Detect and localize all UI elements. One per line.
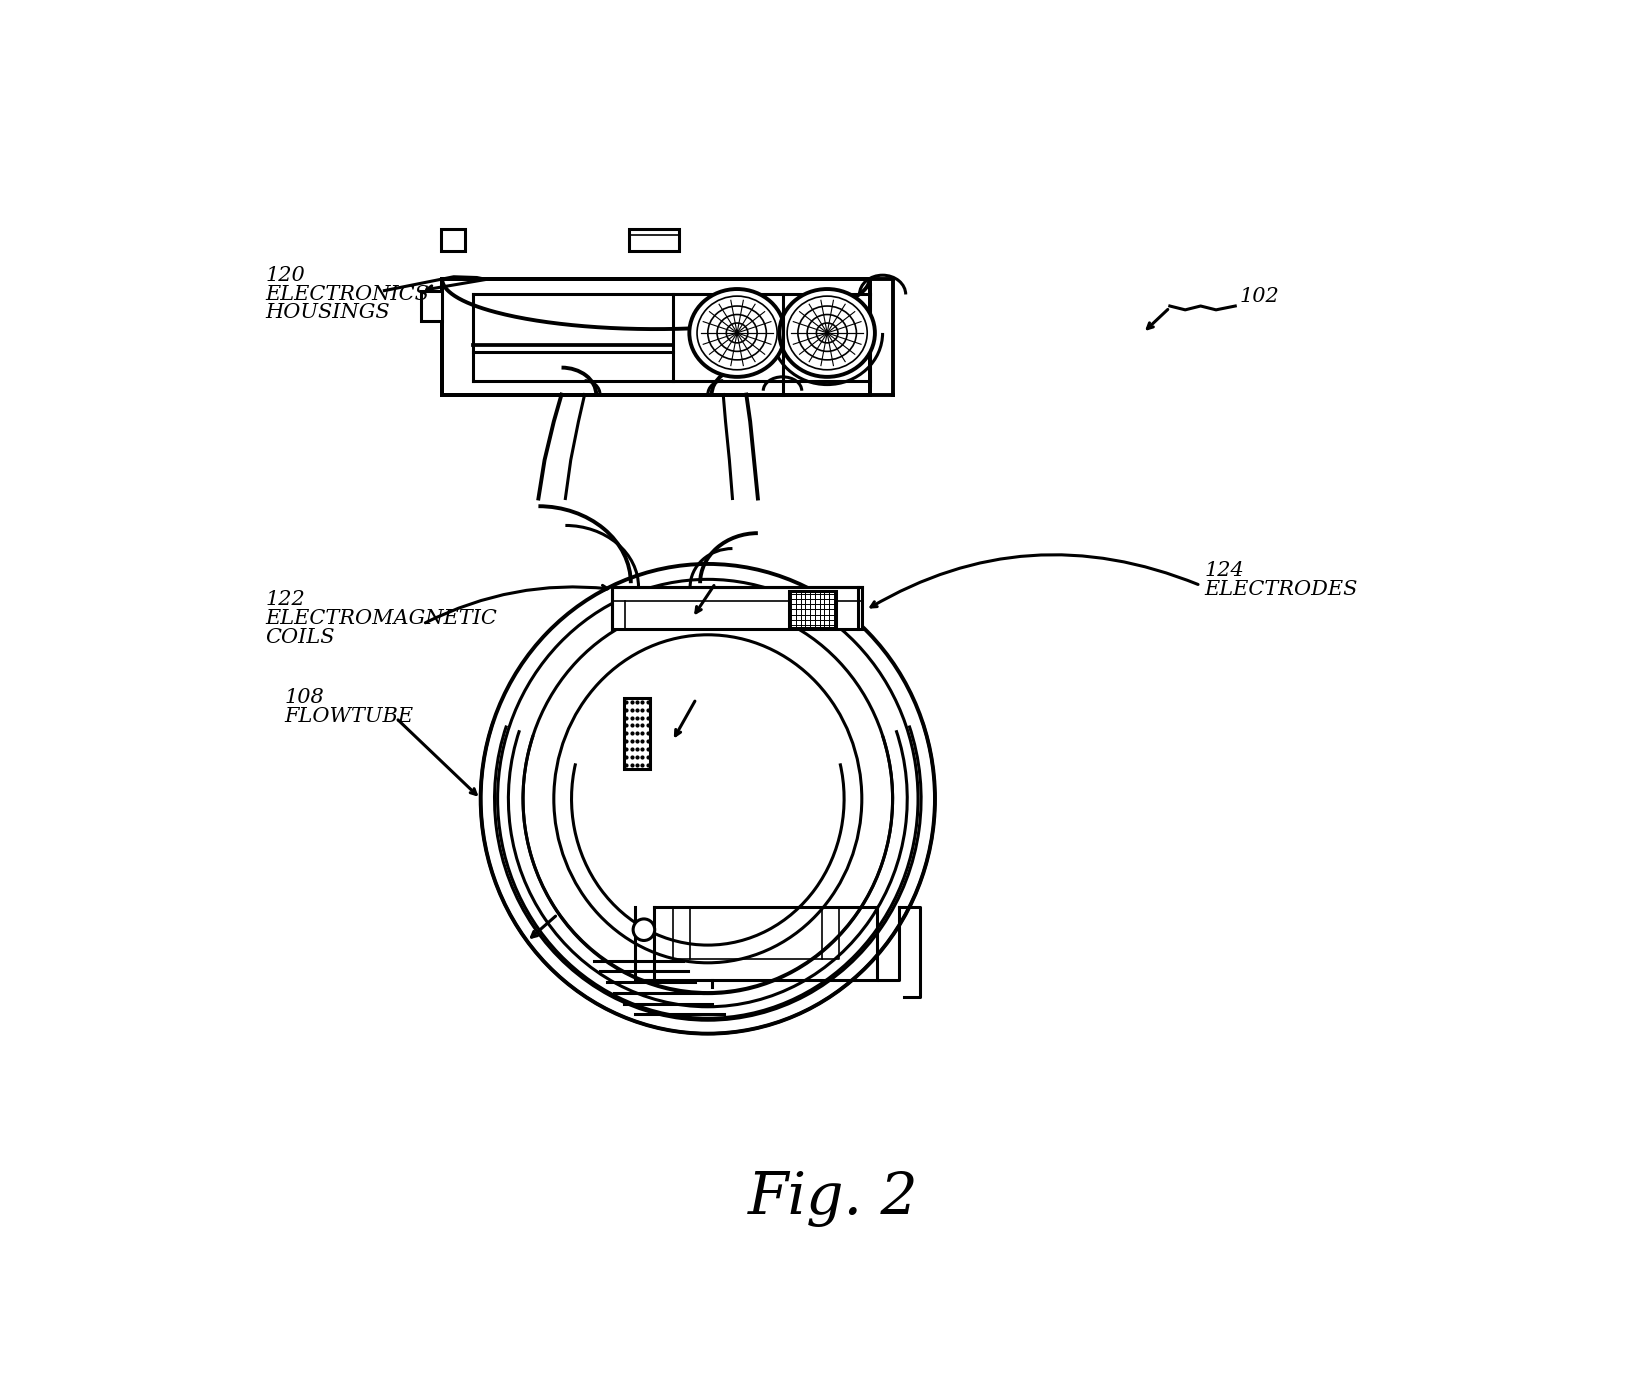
Text: 108: 108 (285, 688, 324, 706)
Ellipse shape (779, 289, 875, 377)
Text: ELECTRODES: ELECTRODES (1205, 580, 1358, 598)
Polygon shape (442, 279, 870, 329)
Ellipse shape (481, 564, 935, 1034)
Text: 124: 124 (1205, 561, 1244, 579)
Text: FLOWTUBE: FLOWTUBE (285, 707, 413, 725)
Text: HOUSINGS: HOUSINGS (265, 303, 390, 322)
Bar (623, 698, 650, 769)
Ellipse shape (554, 635, 862, 963)
Bar (441, 229, 465, 251)
Bar (789, 591, 836, 628)
Text: 120: 120 (265, 266, 304, 286)
Ellipse shape (524, 604, 893, 993)
Text: 122: 122 (265, 590, 304, 608)
Polygon shape (442, 279, 870, 395)
Text: COILS: COILS (265, 628, 335, 647)
Bar (421, 290, 442, 321)
Ellipse shape (498, 579, 919, 1018)
Polygon shape (611, 587, 862, 629)
Ellipse shape (633, 919, 655, 940)
Text: Fig. 2: Fig. 2 (748, 1170, 919, 1228)
Bar (629, 229, 680, 251)
Text: ELECTRONICS: ELECTRONICS (265, 285, 429, 304)
Text: ELECTROMAGNETIC: ELECTROMAGNETIC (265, 610, 498, 628)
Text: 102: 102 (1239, 287, 1280, 306)
Ellipse shape (689, 289, 785, 377)
